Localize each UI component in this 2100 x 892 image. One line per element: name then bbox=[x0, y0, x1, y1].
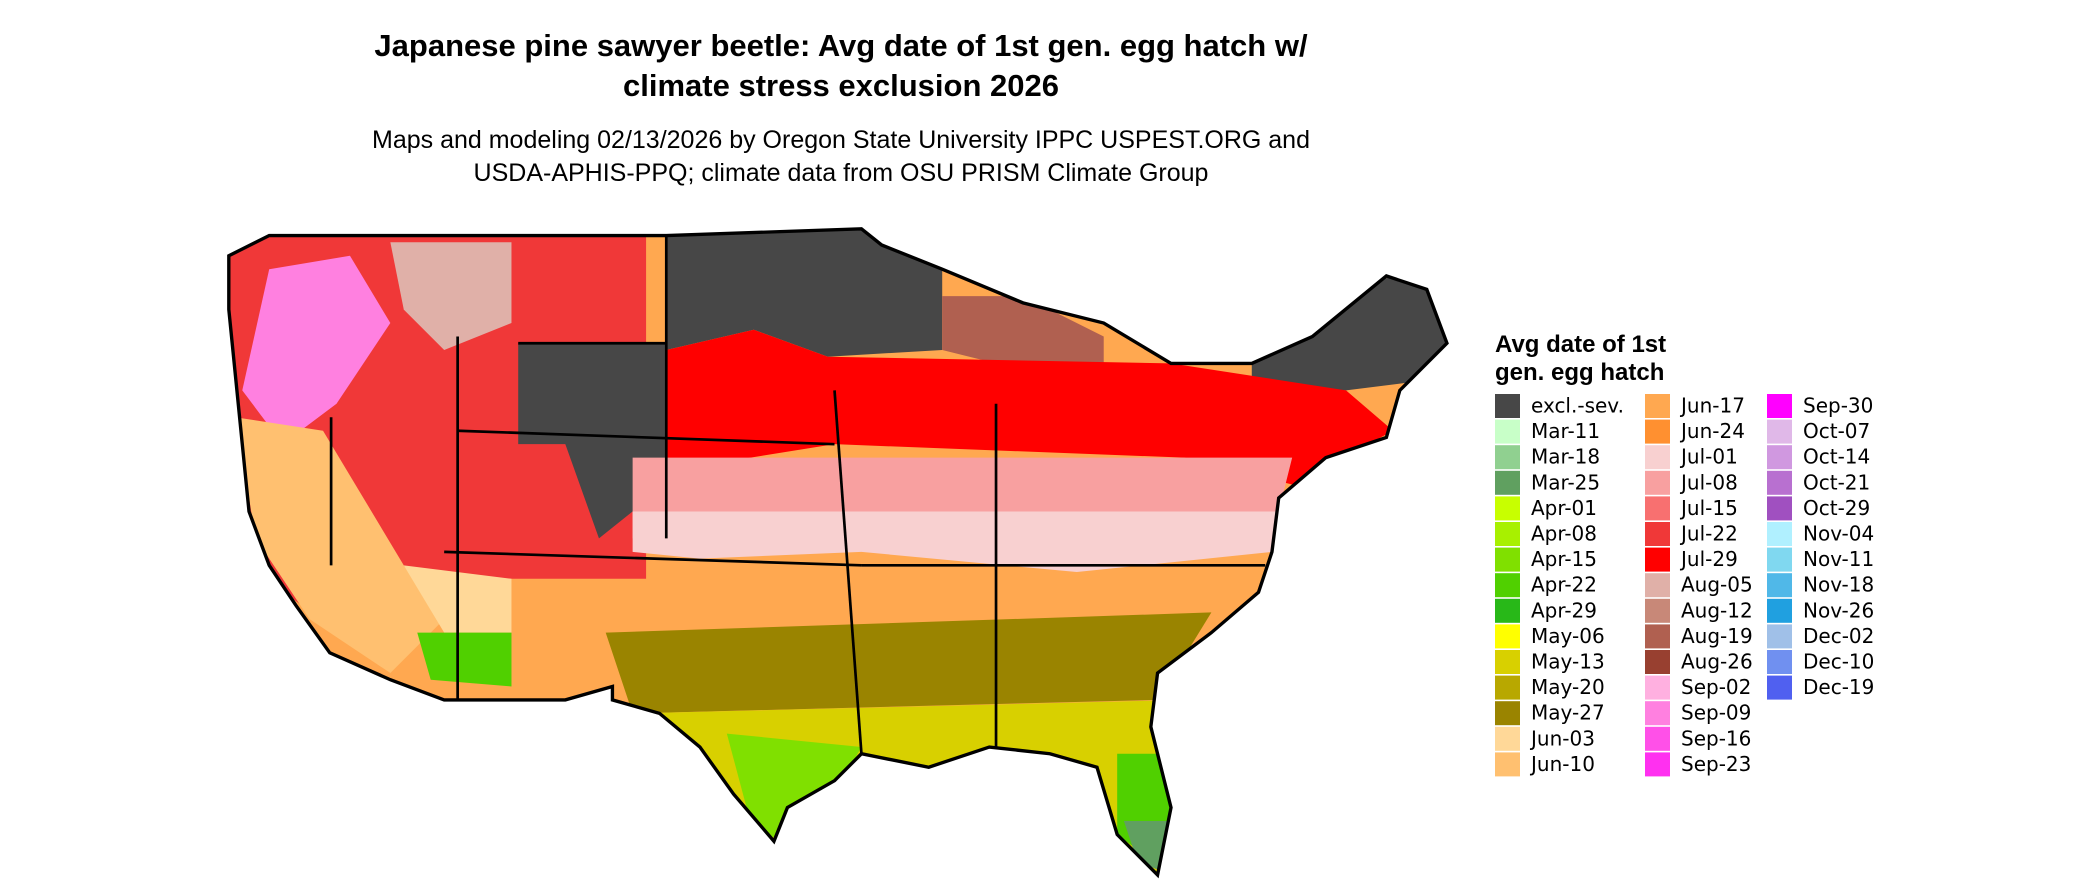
legend-label: Oct-07 bbox=[1803, 419, 1870, 443]
legend-label: Sep-23 bbox=[1681, 752, 1751, 776]
legend-label: Nov-04 bbox=[1803, 522, 1874, 546]
legend-swatch bbox=[1767, 547, 1792, 572]
legend-swatch bbox=[1495, 726, 1520, 751]
legend-label: May-13 bbox=[1531, 650, 1605, 674]
legend-swatch bbox=[1645, 701, 1670, 726]
legend-label: May-20 bbox=[1531, 675, 1605, 699]
subtitle-line: Maps and modeling 02/13/2026 by Oregon S… bbox=[372, 126, 1310, 154]
legend-swatch bbox=[1645, 598, 1670, 623]
legend-swatch bbox=[1645, 496, 1670, 521]
legend-label: Jun-03 bbox=[1529, 726, 1595, 750]
legend-label: Sep-09 bbox=[1681, 701, 1751, 725]
legend-swatch bbox=[1495, 470, 1520, 495]
legend-swatch bbox=[1767, 650, 1792, 674]
legend-label: Aug-19 bbox=[1681, 624, 1753, 648]
legend-label: Dec-10 bbox=[1803, 650, 1874, 674]
legend-label: May-06 bbox=[1531, 624, 1605, 648]
subtitle-line: USDA-APHIS-PPQ; climate data from OSU PR… bbox=[474, 159, 1209, 187]
legend-label: Aug-26 bbox=[1681, 650, 1753, 674]
legend-title: Avg date of 1st bbox=[1495, 331, 1666, 358]
legend-label: Apr-15 bbox=[1531, 547, 1597, 571]
legend-swatch bbox=[1495, 624, 1520, 649]
legend-swatch bbox=[1495, 419, 1520, 444]
legend-label: Nov-11 bbox=[1803, 547, 1874, 571]
legend-swatch bbox=[1495, 598, 1520, 623]
legend-label: Jul-15 bbox=[1679, 496, 1738, 520]
legend-swatch bbox=[1645, 394, 1670, 418]
legend-swatch bbox=[1645, 419, 1670, 444]
legend-title: gen. egg hatch bbox=[1495, 359, 1664, 386]
legend-swatch bbox=[1645, 650, 1670, 674]
legend-label: Aug-05 bbox=[1681, 573, 1753, 597]
legend-swatch bbox=[1645, 445, 1670, 470]
legend-label: May-27 bbox=[1531, 701, 1605, 725]
legend-swatch bbox=[1495, 675, 1520, 700]
legend-label: Sep-02 bbox=[1681, 675, 1751, 699]
legend-label: Apr-22 bbox=[1531, 573, 1597, 597]
legend-swatch bbox=[1495, 701, 1520, 726]
legend-swatch bbox=[1767, 419, 1792, 444]
legend-swatch bbox=[1767, 496, 1792, 521]
legend-label: Jul-08 bbox=[1679, 470, 1738, 494]
legend-swatch bbox=[1645, 470, 1670, 495]
legend-label: Jun-17 bbox=[1679, 394, 1745, 418]
legend-label: Dec-19 bbox=[1803, 675, 1874, 699]
legend-swatch bbox=[1645, 624, 1670, 649]
legend-swatch bbox=[1767, 470, 1792, 495]
legend-label: Oct-29 bbox=[1803, 496, 1870, 520]
map bbox=[227, 227, 1449, 879]
legend-label: Oct-21 bbox=[1803, 470, 1870, 494]
legend-swatch bbox=[1767, 675, 1792, 700]
legend-label: Jul-29 bbox=[1679, 547, 1738, 571]
legend-label: Jul-22 bbox=[1679, 522, 1738, 546]
title-line: climate stress exclusion 2026 bbox=[623, 68, 1059, 103]
legend-label: Apr-01 bbox=[1531, 496, 1597, 520]
legend-swatch bbox=[1645, 573, 1670, 598]
title-line: Japanese pine sawyer beetle: Avg date of… bbox=[374, 28, 1308, 63]
legend-label: Mar-25 bbox=[1531, 470, 1600, 494]
legend-swatch bbox=[1495, 650, 1520, 674]
legend-label: Jun-24 bbox=[1679, 419, 1745, 443]
legend-label: Mar-11 bbox=[1531, 419, 1600, 443]
legend-swatch bbox=[1767, 624, 1792, 649]
legend-swatch bbox=[1495, 445, 1520, 470]
legend-label: Apr-08 bbox=[1531, 522, 1597, 546]
legend-swatch bbox=[1767, 394, 1792, 418]
legend-label: Oct-14 bbox=[1803, 445, 1870, 469]
legend-label: excl.-sev. bbox=[1531, 394, 1624, 418]
legend-label: Nov-26 bbox=[1803, 598, 1874, 622]
legend-swatch bbox=[1767, 445, 1792, 470]
legend-label: Apr-29 bbox=[1531, 598, 1597, 622]
legend-label: Mar-18 bbox=[1531, 445, 1600, 469]
legend-swatch bbox=[1645, 522, 1670, 546]
legend-swatch bbox=[1495, 573, 1520, 598]
legend-swatch bbox=[1645, 675, 1670, 700]
legend-label: Aug-12 bbox=[1681, 598, 1753, 622]
legend-swatch bbox=[1767, 598, 1792, 623]
legend-swatch bbox=[1495, 547, 1520, 572]
legend-label: Dec-02 bbox=[1803, 624, 1874, 648]
legend-label: Jun-10 bbox=[1529, 752, 1595, 776]
legend-swatch bbox=[1645, 726, 1670, 751]
legend-swatch bbox=[1767, 573, 1792, 598]
legend-swatch bbox=[1495, 522, 1520, 546]
legend-swatch bbox=[1495, 394, 1520, 418]
legend-swatch bbox=[1495, 496, 1520, 521]
legend-label: Sep-30 bbox=[1803, 394, 1873, 418]
legend-label: Sep-16 bbox=[1681, 726, 1751, 750]
legend-swatch bbox=[1495, 752, 1520, 777]
legend-label: Nov-18 bbox=[1803, 573, 1874, 597]
legend-swatch bbox=[1645, 752, 1670, 777]
legend-swatch bbox=[1645, 547, 1670, 572]
legend-label: Jul-01 bbox=[1679, 445, 1738, 469]
legend-swatch bbox=[1767, 522, 1792, 546]
